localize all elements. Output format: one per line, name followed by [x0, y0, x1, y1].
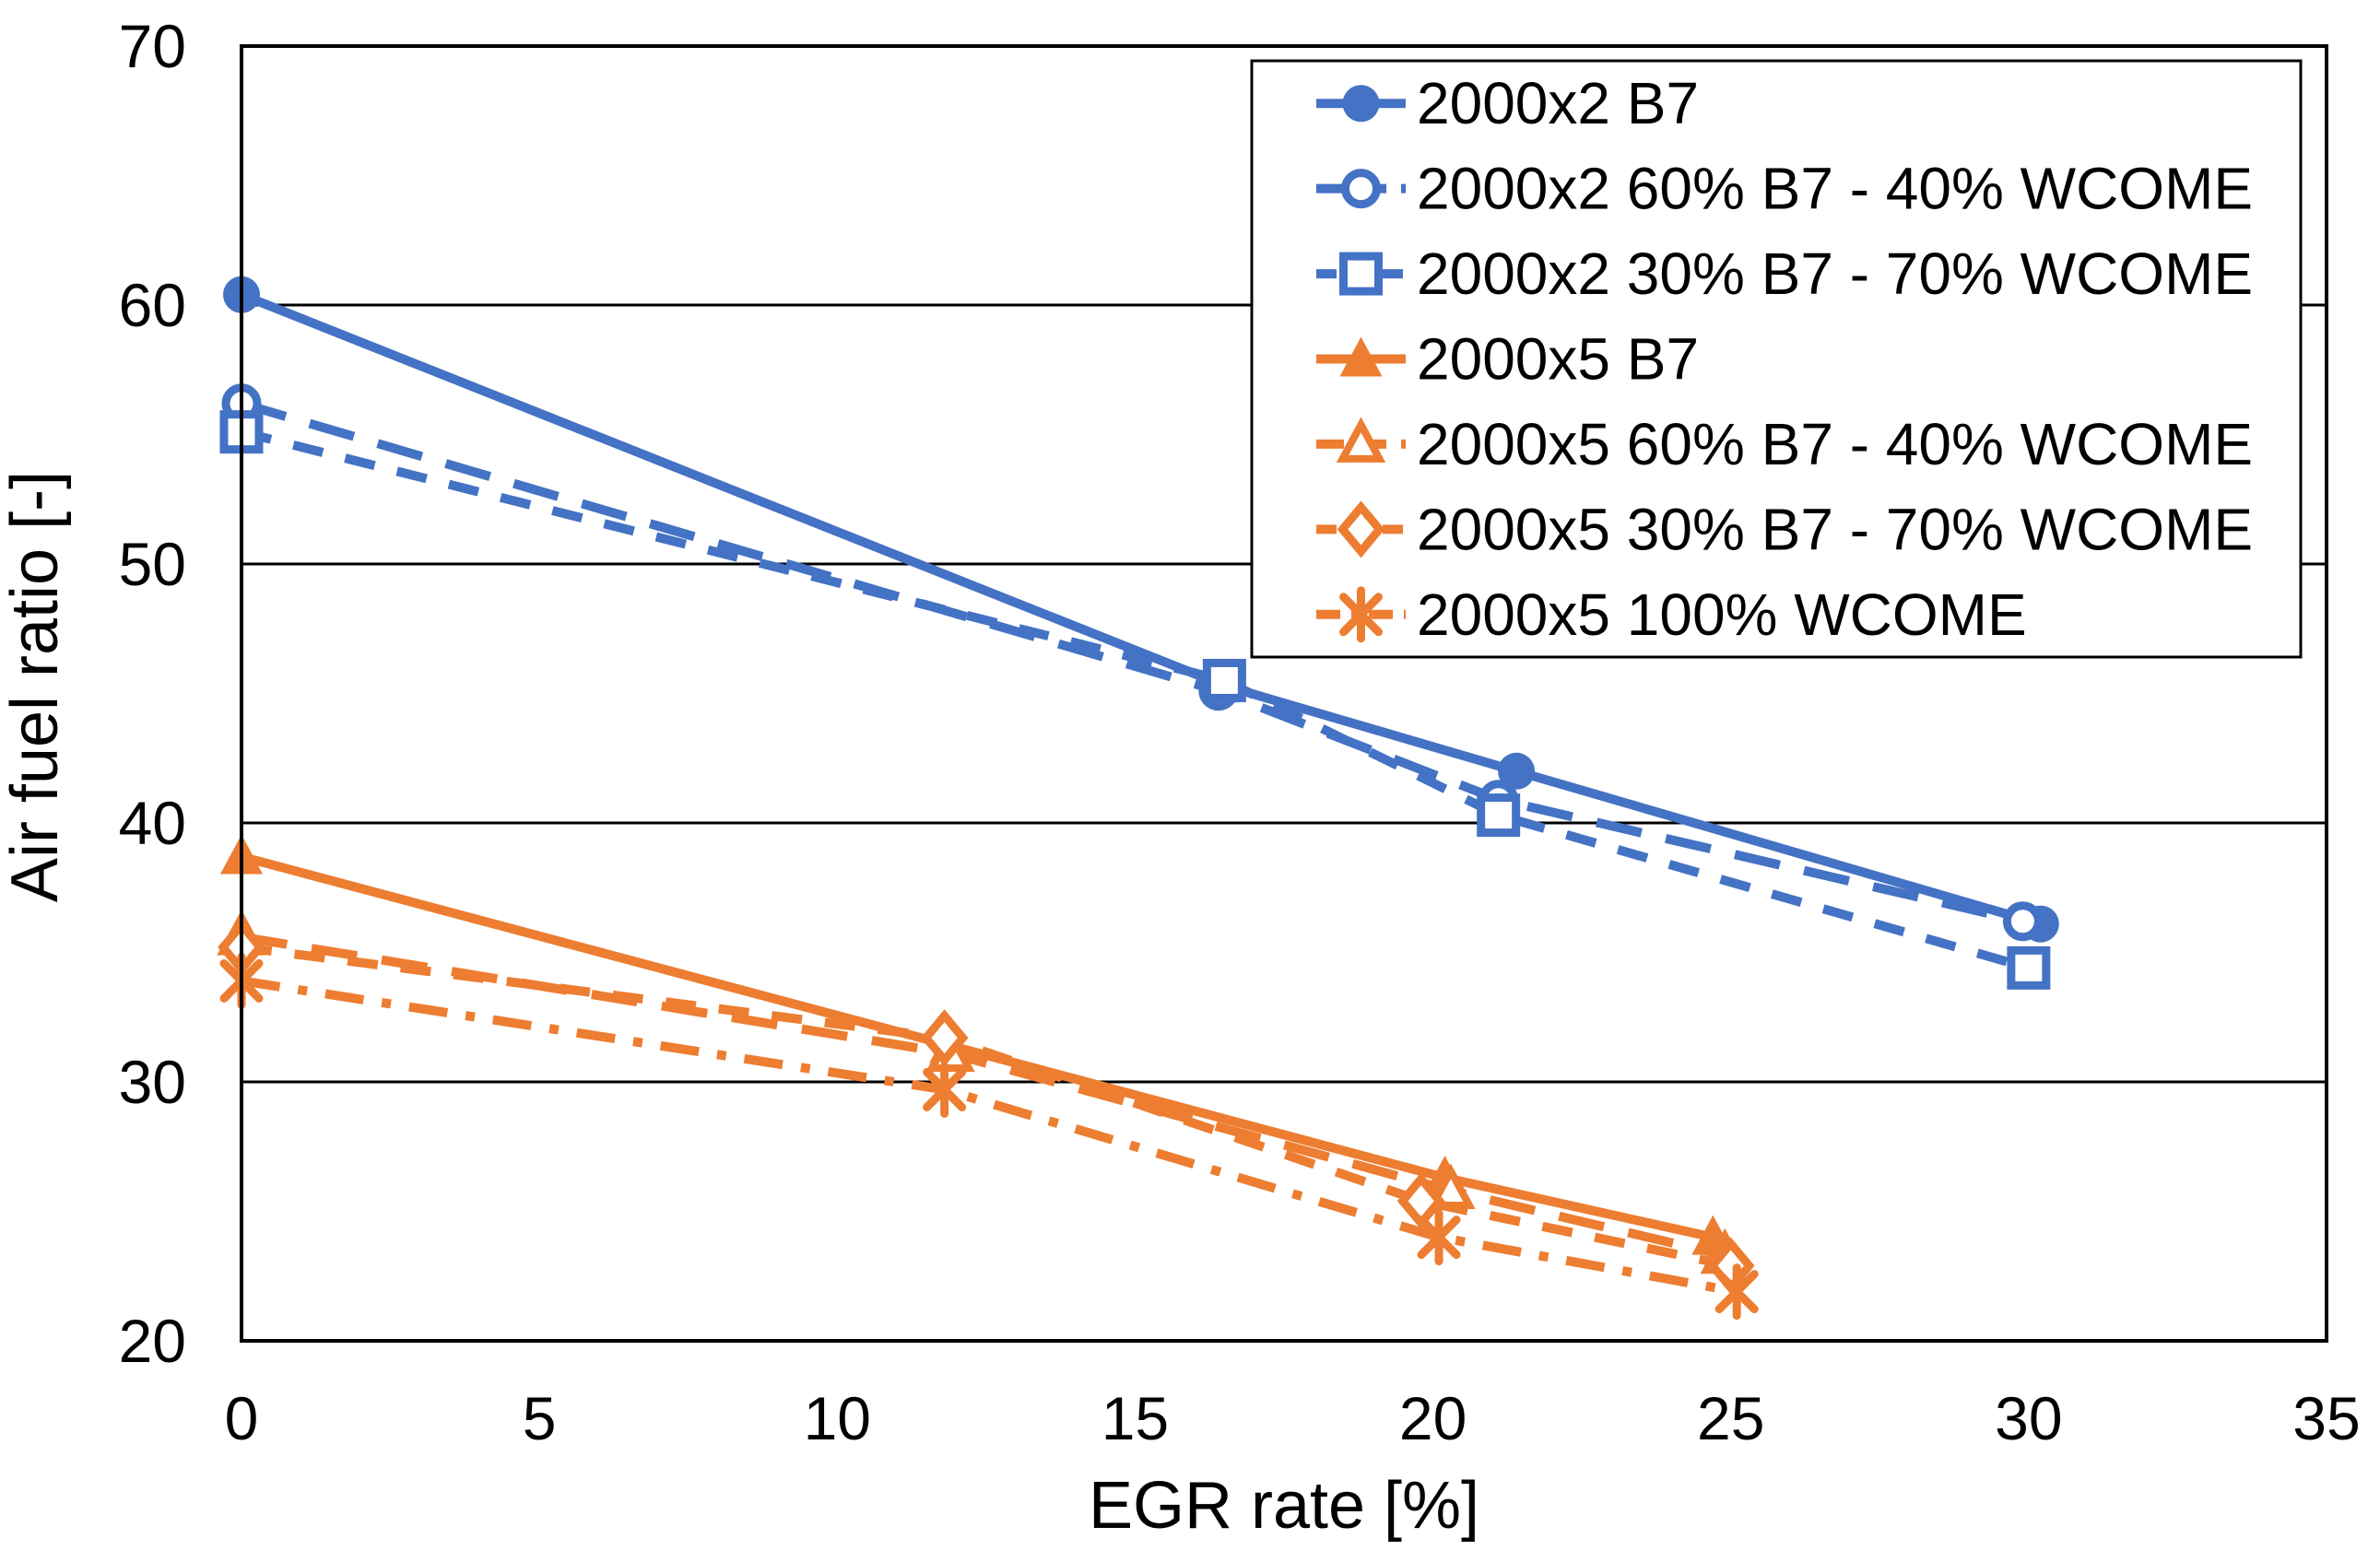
- y-tick-label-30: 30: [119, 1048, 186, 1116]
- marker-shape: [1339, 252, 1383, 296]
- data-point-2000x5-100-wcome-2: [1417, 1209, 1461, 1266]
- y-tick-label-60: 60: [119, 271, 186, 339]
- marker-shape: [1498, 752, 1536, 790]
- legend-label: 2000x5 60% B7 - 40% WCOME: [1417, 411, 2253, 477]
- legend-label: 2000x2 B7: [1417, 70, 1699, 136]
- marker-shape: [2007, 945, 2051, 990]
- plot-border: [240, 44, 2328, 1343]
- plot-frame-layer: [240, 44, 2328, 1343]
- axis-titles-layer: EGR rate [%] Air fuel ratio [-]: [0, 471, 1479, 1543]
- marker-shape: [1337, 500, 1385, 558]
- marker-shape: [920, 1009, 969, 1067]
- marker-shape: [1714, 1270, 1759, 1314]
- legend-marker-circle-open: [1341, 169, 1381, 209]
- data-point-2000x5-100-wcome-1: [923, 1061, 967, 1118]
- x-tick-label-15: 15: [1102, 1384, 1169, 1452]
- series-line-2000x5-60-b7-40-wcome: [241, 932, 1726, 1261]
- data-point-2000x2-30-b7-70-wcome-1: [1202, 658, 1246, 702]
- marker-shape: [1336, 417, 1386, 463]
- tick-labels-layer: 20 30 40 50 60 70 0 5 10 15 20 25 30 35: [119, 12, 2361, 1452]
- x-tick-label-35: 35: [2292, 1384, 2360, 1452]
- x-tick-label-0: 0: [225, 1384, 259, 1452]
- series-line-2000x2-60-b7-40-wcome: [240, 398, 2024, 926]
- series-line-2000x5-100-wcome: [241, 976, 1738, 1297]
- legend-box: [1250, 59, 2303, 659]
- legend-entry-2000x2-30-b7-70-wcome: 2000x2 30% B7 - 70% WCOME: [1316, 241, 2253, 307]
- legend-entry-2000x5-30-b7-70-wcome: 2000x5 30% B7 - 70% WCOME: [1316, 496, 2253, 562]
- y-tick-label-70: 70: [119, 12, 186, 80]
- legend-marker-triangle-open: [1336, 417, 1386, 463]
- x-tick-label-25: 25: [1697, 1384, 1764, 1452]
- x-axis-title: EGR rate [%]: [1089, 1469, 1479, 1543]
- data-point-2000x2-30-b7-70-wcome-2: [1477, 793, 1521, 838]
- legend-marker-circle-filled: [1342, 85, 1380, 123]
- marker-shape: [1477, 793, 1521, 838]
- marker-shape: [1417, 1216, 1461, 1260]
- legend-label: 2000x2 30% B7 - 70% WCOME: [1417, 241, 2253, 307]
- x-tick-label-10: 10: [804, 1384, 871, 1452]
- x-tick-label-20: 20: [1399, 1384, 1467, 1452]
- legend-marker-diamond-open: [1337, 500, 1385, 558]
- series-2000x5-b7: [220, 834, 1735, 1255]
- series-line-2000x5-30-b7-70-wcome: [241, 942, 1732, 1271]
- y-tick-label-50: 50: [119, 530, 186, 598]
- series-line-2000x2-b7: [240, 290, 2043, 929]
- marker-shape: [1342, 85, 1380, 123]
- legend-entry-2000x5-100-wcome: 2000x5 100% WCOME: [1316, 581, 2027, 648]
- marker-shape: [1339, 593, 1383, 637]
- legend-label: 2000x5 100% WCOME: [1417, 581, 2027, 648]
- y-tick-label-40: 40: [119, 789, 186, 857]
- marker-shape: [1339, 336, 1383, 377]
- legend-label: 2000x5 30% B7 - 70% WCOME: [1417, 496, 2253, 562]
- legend-entry-2000x2-b7: 2000x2 B7: [1316, 70, 1699, 136]
- marker-shape: [1202, 658, 1246, 702]
- marker-shape: [1341, 169, 1381, 209]
- legend-entry-2000x5-60-b7-40-wcome: 2000x5 60% B7 - 40% WCOME: [1316, 411, 2253, 477]
- data-point-2000x5-30-b7-70-wcome-1: [920, 1009, 969, 1067]
- legend-entry-2000x5-b7: 2000x5 B7: [1316, 326, 1699, 393]
- series-layer: [217, 276, 2059, 1321]
- legend-entry-2000x2-60-b7-40-wcome: 2000x2 60% B7 - 40% WCOME: [1316, 156, 2253, 222]
- y-axis-title: Air fuel ratio [-]: [0, 471, 72, 902]
- legend-label: 2000x5 B7: [1417, 326, 1699, 393]
- series-2000x5-30-b7-70-wcome: [218, 918, 1755, 1295]
- series-2000x5-100-wcome: [219, 952, 1759, 1321]
- marker-shape: [923, 1067, 967, 1111]
- x-tick-label-5: 5: [523, 1384, 557, 1452]
- legend-marker-asterisk: [1339, 586, 1383, 643]
- legend: 2000x2 B7 2000x2 60% B7 - 40% WCOME 2000x2…: [1250, 59, 2303, 659]
- data-point-2000x5-100-wcome-3: [1714, 1263, 1759, 1321]
- legend-label: 2000x2 60% B7 - 40% WCOME: [1417, 156, 2253, 222]
- data-point-2000x2-b7-2: [1498, 752, 1536, 790]
- data-point-2000x2-30-b7-70-wcome-3: [2007, 945, 2051, 990]
- marker-shape: [2002, 901, 2043, 942]
- legend-marker-triangle-filled: [1339, 336, 1383, 377]
- series-line-2000x5-b7: [240, 851, 1714, 1242]
- legend-marker-square-open: [1339, 252, 1383, 296]
- x-tick-label-30: 30: [1995, 1384, 2062, 1452]
- series-line-2000x2-30-b7-70-wcome: [240, 427, 2031, 973]
- y-tick-label-20: 20: [119, 1307, 186, 1375]
- data-point-2000x2-60-b7-40-wcome-3: [2002, 901, 2043, 942]
